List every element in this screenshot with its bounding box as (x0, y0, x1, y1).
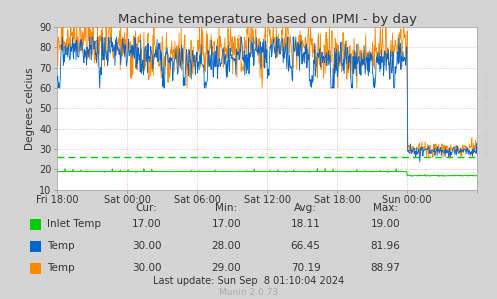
Text: 29.00: 29.00 (211, 263, 241, 273)
Text: 66.45: 66.45 (291, 241, 321, 251)
Text: 30.00: 30.00 (132, 263, 162, 273)
Text: 17.00: 17.00 (211, 219, 241, 229)
Text: Min:: Min: (215, 203, 237, 213)
Text: 81.96: 81.96 (370, 241, 400, 251)
Text: Temp: Temp (47, 241, 75, 251)
Text: Temp: Temp (47, 263, 75, 273)
Text: RRDTOOL / TOBI OETIKER: RRDTOOL / TOBI OETIKER (485, 72, 490, 155)
Text: Munin 2.0.73: Munin 2.0.73 (219, 288, 278, 297)
Text: 30.00: 30.00 (132, 241, 162, 251)
Text: 18.11: 18.11 (291, 219, 321, 229)
Text: Last update: Sun Sep  8 01:10:04 2024: Last update: Sun Sep 8 01:10:04 2024 (153, 277, 344, 286)
Text: Cur:: Cur: (136, 203, 158, 213)
Text: Inlet Temp: Inlet Temp (47, 219, 101, 229)
Title: Machine temperature based on IPMI - by day: Machine temperature based on IPMI - by d… (118, 13, 416, 26)
Text: Avg:: Avg: (294, 203, 317, 213)
Text: 17.00: 17.00 (132, 219, 162, 229)
Text: 88.97: 88.97 (370, 263, 400, 273)
Y-axis label: Degrees celcius: Degrees celcius (25, 67, 35, 150)
Text: 19.00: 19.00 (370, 219, 400, 229)
Text: Max:: Max: (373, 203, 398, 213)
Text: 70.19: 70.19 (291, 263, 321, 273)
Text: 28.00: 28.00 (211, 241, 241, 251)
